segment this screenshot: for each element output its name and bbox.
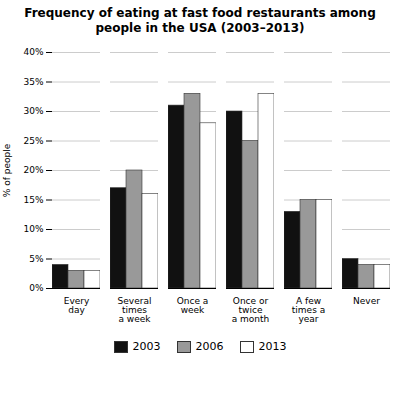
html-text:Frequency of eating at fast fo: Frequency of eating at fast food restaur… (24, 6, 376, 35)
svg-text:% of people: % of people (2, 143, 12, 197)
svg-text:30%: 30% (23, 106, 43, 116)
html-text:2013: 2013 (258, 340, 287, 353)
svg-text:5%: 5% (29, 254, 44, 264)
svg-text:Severaltimesa week: Severaltimesa week (118, 296, 152, 324)
svg-text:A fewtimes ayear: A fewtimes ayear (292, 296, 325, 324)
svg-text:25%: 25% (23, 136, 43, 146)
svg-text:15%: 15% (23, 195, 43, 205)
svg-text:Never: Never (353, 296, 380, 306)
svg-text:Once aweek: Once aweek (177, 296, 209, 315)
svg-text:Once ortwicea month: Once ortwicea month (232, 296, 270, 324)
html-text:2006: 2006 (195, 340, 224, 353)
svg-text:10%: 10% (23, 224, 43, 234)
svg-text:0%: 0% (29, 283, 44, 293)
svg-text:40%: 40% (23, 47, 43, 57)
svg-text:Everyday: Everyday (64, 296, 90, 315)
html-text:2003: 2003 (132, 340, 161, 353)
svg-text:20%: 20% (23, 165, 43, 175)
svg-text:35%: 35% (23, 77, 43, 87)
